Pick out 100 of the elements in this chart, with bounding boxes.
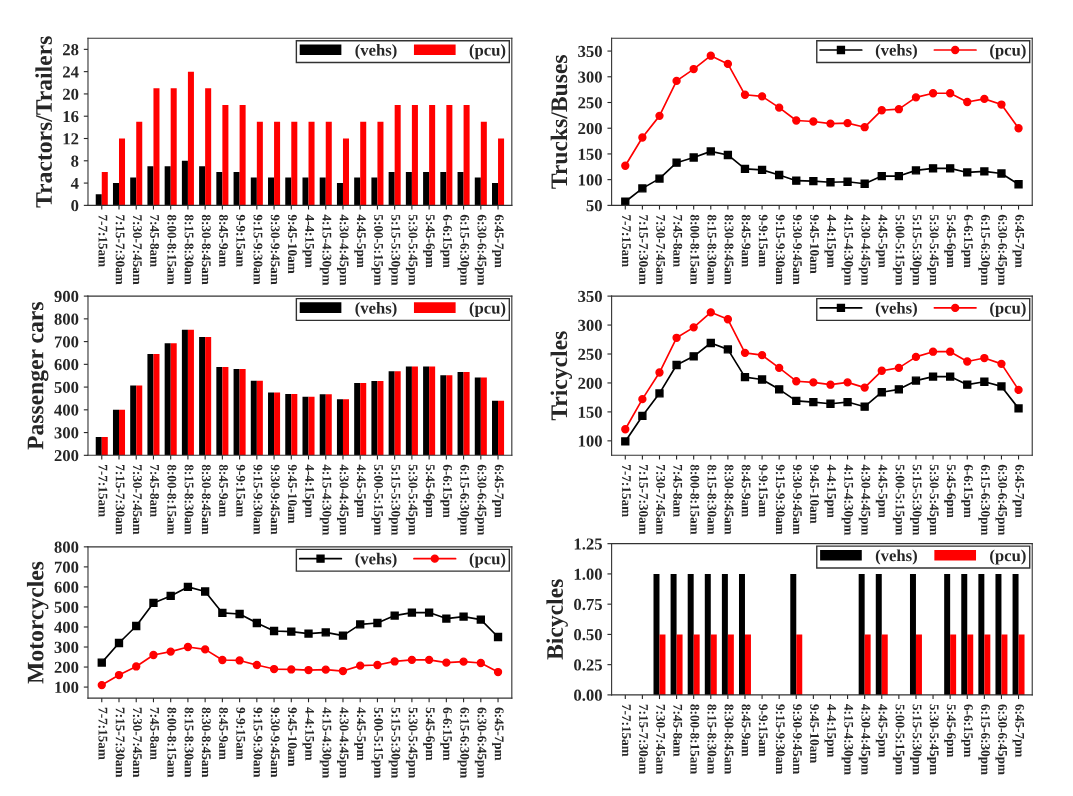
point	[424, 655, 434, 664]
bar	[187, 71, 194, 206]
y-tick-label: 4	[70, 177, 79, 189]
point	[235, 656, 244, 665]
x-tick-label: 9:45-10am	[810, 464, 819, 524]
x-tick-label: 7:15-7:30am	[115, 707, 125, 778]
point	[689, 153, 698, 162]
x-tick-label: 6:30-6:45pm	[995, 704, 1008, 775]
x-tick-label: 6:45-7pm	[492, 707, 504, 761]
x-tick-label: 8:30-8:45am	[201, 214, 211, 285]
legend-label: (vehs)	[875, 549, 917, 565]
point	[459, 657, 468, 666]
point	[945, 89, 955, 98]
x-tick-label: 6-6:15pm	[440, 214, 452, 268]
point	[200, 645, 210, 654]
bar	[302, 177, 309, 206]
x-tick-label: 4:30-4:45pm	[858, 704, 871, 775]
point	[775, 363, 784, 373]
point	[894, 171, 904, 181]
point	[928, 89, 938, 98]
bar	[153, 88, 160, 206]
x-tick-label: 5:00-5:15pm	[892, 704, 905, 775]
x-tick-label: 5:30-5:45pm	[405, 464, 418, 536]
point	[945, 347, 955, 356]
bar	[308, 121, 315, 206]
point	[757, 92, 767, 101]
legend-label: (pcu)	[469, 301, 506, 318]
point	[252, 618, 261, 628]
x-tick-label: 4:30-4:45pm	[858, 214, 871, 286]
point	[638, 394, 647, 404]
point	[390, 611, 399, 620]
point	[689, 352, 698, 361]
x-tick-label: 8:15-8:30am	[707, 214, 717, 285]
x-tick-label: 6-6:15pm	[440, 464, 452, 518]
bar	[239, 105, 246, 206]
x-tick-label: 5:00-5:15pm	[371, 707, 384, 778]
point	[218, 655, 227, 665]
x-tick-label: 6:15-6:30pm	[457, 464, 470, 536]
x-tick-label: 4-4:15pm	[824, 464, 836, 518]
x-tick-label: 9:15-9:30am	[253, 707, 263, 778]
y-tick-label: 50	[586, 200, 602, 212]
x-tick-label: 8:30-8:45am	[201, 464, 211, 535]
x-tick-label: 9:15-9:30am	[775, 464, 785, 535]
y-tick-label: 12	[63, 133, 79, 145]
x-tick-label: 7:15-7:30am	[639, 704, 648, 775]
x-tick-label: 6:30-6:45pm	[995, 464, 1008, 536]
x-tick-label: 6:15-6:30pm	[978, 464, 990, 536]
bar	[216, 171, 223, 206]
point	[809, 177, 818, 186]
point	[407, 608, 417, 617]
point	[706, 338, 715, 348]
point	[706, 308, 715, 317]
y-tick-label: 250	[578, 348, 602, 360]
y-tick-label: 250	[578, 97, 602, 109]
point	[826, 119, 835, 128]
x-tick-label: 4-4:15pm	[824, 214, 836, 268]
point	[114, 670, 124, 680]
x-tick-label: 4:45-5pm	[875, 704, 888, 758]
x-tick-label: 6:15-6:30pm	[457, 707, 470, 778]
y-tick-label: 28	[62, 44, 79, 56]
point	[843, 397, 852, 407]
bar	[147, 166, 154, 206]
point	[928, 347, 938, 356]
x-tick-label: 8:30-8:45am	[724, 214, 734, 285]
x-tick-label: 4:30-4:45pm	[858, 464, 871, 536]
point	[980, 94, 989, 104]
bar	[199, 166, 206, 206]
point	[706, 51, 715, 60]
x-tick-label: 4:45-5pm	[875, 214, 888, 268]
y-tick-label: 200	[578, 122, 602, 135]
point	[860, 123, 869, 132]
y-tick-label: 200	[54, 661, 79, 673]
y-tick-label: 24	[62, 66, 79, 78]
y-tick-label: 700	[54, 336, 79, 348]
point	[792, 116, 801, 125]
bar	[256, 121, 263, 206]
y-tick-label: 0	[71, 200, 79, 212]
y-tick-label: 0.50	[574, 629, 602, 641]
x-tick-label: 7:30-7:45am	[656, 704, 666, 775]
x-tick-label: 6:45-7pm	[1012, 464, 1025, 518]
point	[287, 627, 296, 636]
bar	[457, 171, 464, 206]
x-tick-label: 9-9:15am	[758, 464, 768, 517]
point	[235, 609, 244, 619]
x-tick-label: 7:45-8am	[150, 465, 160, 517]
x-tick-label: 9:15-9:30am	[253, 214, 263, 285]
y-axis-title: Passenger cars	[27, 302, 49, 450]
y-axis-title: Trucks/Buses	[550, 55, 568, 189]
bar	[342, 138, 350, 206]
x-tick-label: 7-7:15am	[98, 215, 108, 267]
point	[911, 166, 921, 175]
x-tick-label: 9-9:15am	[236, 464, 246, 517]
x-tick-label: 4:15-4:30pm	[319, 464, 332, 536]
x-tick-label: 8:00-8:15am	[690, 704, 700, 775]
y-tick-label: 900	[54, 290, 79, 303]
point	[114, 638, 124, 648]
point	[655, 368, 664, 377]
x-tick-label: 5:15-5:30pm	[388, 707, 401, 778]
point	[911, 93, 921, 102]
point	[877, 388, 886, 397]
